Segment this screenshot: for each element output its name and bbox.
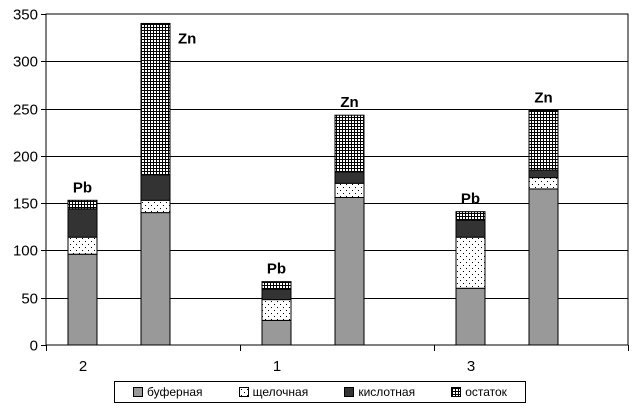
- bar-segment-щелочная: [455, 236, 486, 289]
- y-tick-label: 100: [13, 243, 38, 260]
- bar-segment-остаток: [334, 114, 365, 173]
- bar-segment-остаток: [140, 22, 171, 176]
- bar-segment-кислотная: [528, 169, 559, 179]
- legend-label-acid: кислотная: [358, 385, 416, 399]
- y-tick-label: 150: [13, 196, 38, 213]
- bar-segment-остаток: [455, 211, 486, 221]
- legend-swatch-acid: [344, 387, 355, 397]
- labels: Pb Zn Pb Zn Pb Zn: [73, 30, 553, 277]
- bar-label: Pb: [73, 179, 92, 196]
- legend-label-buffer: буферная: [147, 385, 203, 399]
- bar-segment-кислотная: [455, 219, 486, 238]
- bar-segment-буферная: [455, 287, 486, 346]
- y-tick-label: 200: [13, 149, 38, 166]
- bar-label: Pb: [267, 261, 286, 278]
- bar-segment-буферная: [334, 196, 365, 346]
- bar-label: Zn: [340, 94, 358, 111]
- bar-segment-буферная: [140, 212, 171, 346]
- bar-label: Zn: [534, 89, 552, 106]
- axes: 0 50 100 150 200 250 300 350 2 1 3: [13, 7, 629, 375]
- y-tick-label: 50: [21, 291, 38, 308]
- legend-item-acid: кислотная: [344, 385, 415, 399]
- bars: [67, 22, 559, 346]
- bar-segment-щелочная: [334, 182, 365, 198]
- bar-segment-буферная: [67, 253, 98, 346]
- y-tick-label: 350: [13, 7, 38, 24]
- legend-swatch-buffer: [133, 387, 144, 397]
- bar-segment-кислотная: [334, 171, 365, 184]
- y-tick-label: 250: [13, 102, 38, 119]
- x-category-label: 2: [79, 358, 87, 375]
- legend-label-alkaline: щелочная: [252, 385, 309, 399]
- legend-swatch-residue: [451, 387, 462, 397]
- bar-segment-кислотная: [261, 288, 292, 301]
- legend: буферная щелочная кислотная остаток: [114, 381, 526, 403]
- bar-segment-остаток: [67, 199, 98, 210]
- bar-segment-кислотная: [67, 208, 98, 238]
- bar-segment-буферная: [261, 319, 292, 346]
- bar-segment-щелочная: [140, 199, 171, 214]
- bar-segment-остаток: [528, 109, 559, 171]
- y-tick-label: 0: [30, 338, 38, 355]
- bar-segment-щелочная: [67, 236, 98, 255]
- y-tick-label: 300: [13, 54, 38, 71]
- legend-item-buffer: буферная: [133, 385, 203, 399]
- legend-item-alkaline: щелочная: [238, 385, 309, 399]
- bar-segment-щелочная: [261, 299, 292, 321]
- x-category-label: 3: [467, 358, 475, 375]
- bar-segment-остаток: [261, 281, 292, 290]
- legend-label-residue: остаток: [465, 385, 507, 399]
- bar-label: Pb: [461, 191, 480, 208]
- bar-segment-буферная: [528, 188, 559, 346]
- bar-segment-щелочная: [528, 177, 559, 190]
- bar-segment-кислотная: [140, 174, 171, 201]
- legend-swatch-alkaline: [238, 387, 249, 397]
- bar-label: Zn: [178, 30, 196, 47]
- x-category-label: 1: [273, 358, 281, 375]
- legend-item-residue: остаток: [451, 385, 507, 399]
